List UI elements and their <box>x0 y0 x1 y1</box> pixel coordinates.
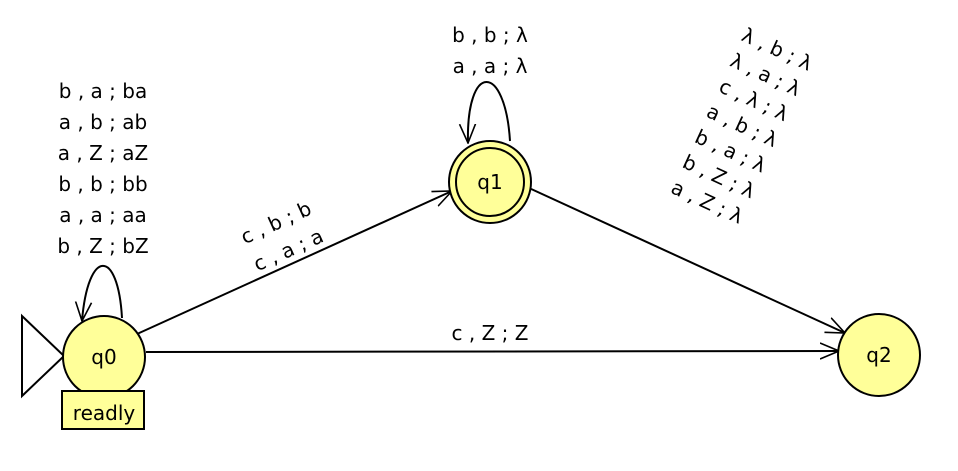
q1-loop-labels: b , b ; λ a , a ; λ <box>452 23 528 78</box>
transition-label: b , b ; λ <box>452 23 528 47</box>
transition-label: a , a ; aa <box>59 203 147 227</box>
q0-loop-labels: b , a ; ba a , b ; ab a , Z ; aZ b , b ;… <box>57 79 148 258</box>
transition-label: a , Z ; aZ <box>58 141 148 165</box>
transition-q1-loop <box>468 81 511 143</box>
initial-state-marker <box>21 313 66 399</box>
transition-q0-q2 <box>145 351 839 352</box>
state-note-box <box>61 390 145 430</box>
transition-q0-q1 <box>136 190 452 335</box>
state-q1-label: q1 <box>477 170 502 194</box>
q1-q2-labels: λ , b ; λ λ , a ; λ c , λ ; λ a , b ; λ … <box>668 23 817 229</box>
transition-label: c , Z ; Z <box>452 321 529 345</box>
state-note-label: readly <box>73 401 136 425</box>
state-q2-circle <box>837 313 921 397</box>
state-note: readly <box>61 390 145 430</box>
state-q2[interactable]: q2 <box>837 313 921 397</box>
transition-label: b , b ; bb <box>58 172 147 196</box>
transition-label: b , a ; ba <box>59 79 147 103</box>
state-q1[interactable]: q1 <box>448 140 532 224</box>
transition-q1-q2 <box>528 187 845 334</box>
transition-label: a , b ; ab <box>59 110 147 134</box>
transition-label: a , a ; λ <box>453 54 528 78</box>
state-q0-label: q0 <box>91 345 116 369</box>
q0-q2-labels: c , Z ; Z <box>452 321 529 345</box>
state-q0[interactable]: q0 <box>62 315 146 399</box>
state-q2-label: q2 <box>866 343 891 367</box>
transition-label: b , Z ; bZ <box>57 234 148 258</box>
transition-q0-loop <box>82 264 123 321</box>
state-q1-inner-circle <box>455 147 525 217</box>
q0-q1-labels: c , b ; b c , a ; a <box>237 196 327 276</box>
